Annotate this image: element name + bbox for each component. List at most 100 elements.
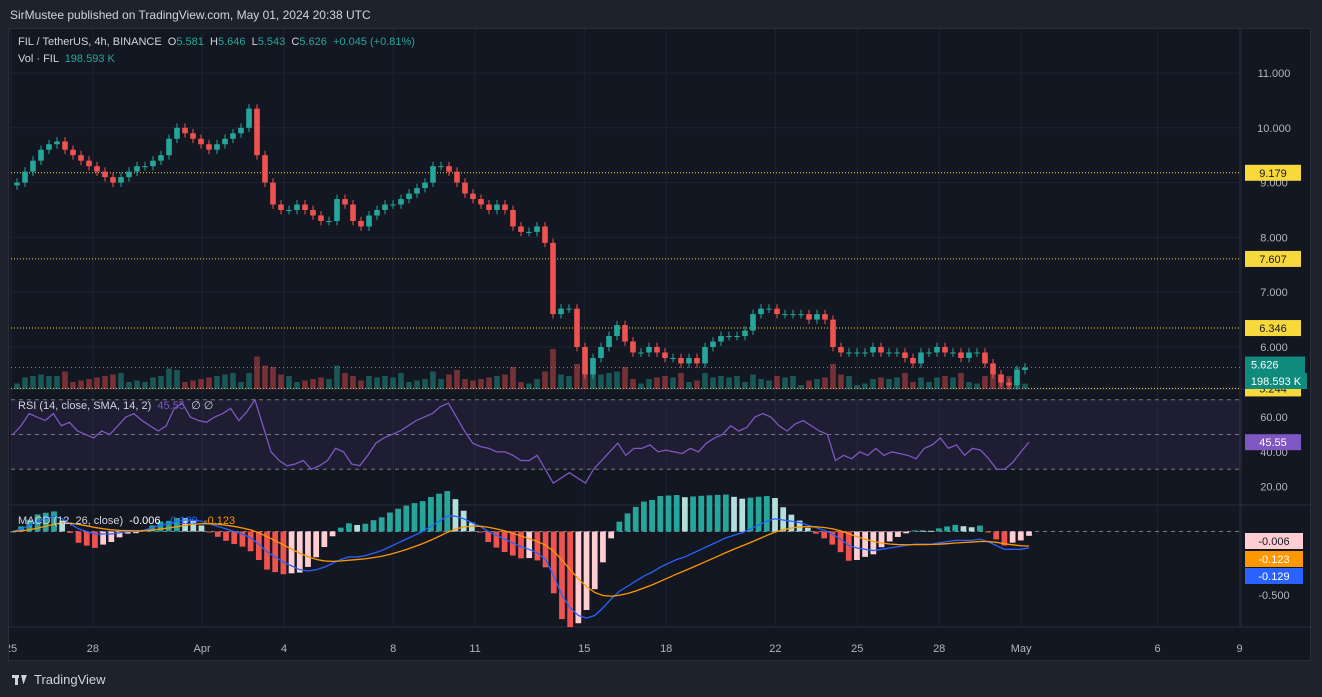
candle bbox=[726, 336, 732, 338]
volume-bar bbox=[94, 377, 100, 389]
volume-bar bbox=[1022, 383, 1028, 389]
macd-hist-bar bbox=[100, 531, 106, 545]
level-label-bg bbox=[1245, 320, 1301, 337]
macd-hist-bar bbox=[682, 497, 688, 532]
candle bbox=[102, 171, 108, 178]
volume-bar bbox=[726, 377, 732, 389]
volume-bar bbox=[790, 376, 796, 389]
volume-legend: Vol · FIL 198.593 K bbox=[18, 53, 115, 65]
rsi-label[interactable]: RSI (14, close, SMA, 14, 2) bbox=[18, 400, 152, 412]
x-tick-label: 15 bbox=[578, 643, 590, 655]
volume-bar bbox=[926, 382, 932, 389]
macd-hist-bar bbox=[583, 531, 590, 610]
volume-bar bbox=[582, 368, 588, 389]
volume-bar bbox=[534, 379, 540, 389]
macd-hist-bar bbox=[10, 531, 16, 533]
candle bbox=[942, 347, 948, 353]
volume-bar bbox=[894, 377, 900, 389]
volume-bar bbox=[446, 374, 452, 389]
rsi-axis-label: 45.55 bbox=[1259, 437, 1287, 449]
candle bbox=[590, 357, 596, 375]
candle bbox=[782, 314, 788, 316]
candle bbox=[470, 193, 476, 200]
macd-hist-bar bbox=[296, 531, 303, 573]
volume-bar bbox=[678, 373, 684, 389]
level-label-bg bbox=[1245, 250, 1301, 267]
macd-hist-axis-label: -0.006 bbox=[1258, 536, 1289, 548]
chart-canvas[interactable]: 11.00010.0009.0008.0007.0006.0002528Apr4… bbox=[9, 29, 1312, 662]
macd-hist-bar bbox=[706, 495, 713, 532]
macd-hist-bar bbox=[116, 531, 123, 538]
candle bbox=[214, 144, 220, 150]
candle bbox=[366, 215, 372, 227]
macd-hist-bar bbox=[329, 531, 336, 537]
signal-line bbox=[12, 522, 1030, 597]
candle bbox=[606, 336, 612, 347]
candle bbox=[398, 199, 404, 205]
macd-hist-bar bbox=[83, 531, 90, 546]
volume-bar bbox=[302, 380, 308, 389]
macd-tick-label: -0.500 bbox=[1258, 590, 1289, 602]
macd-hist-bar bbox=[960, 526, 967, 532]
chart-frame[interactable]: 11.00010.0009.0008.0007.0006.0002528Apr4… bbox=[8, 28, 1312, 662]
volume-bar bbox=[286, 376, 292, 389]
macd-hist-bar bbox=[264, 531, 270, 570]
rsi-tick-label: 60.00 bbox=[1260, 412, 1288, 424]
x-tick-label: 28 bbox=[933, 643, 945, 655]
candle bbox=[14, 182, 20, 186]
symbol-label[interactable]: FIL / TetherUS, 4h, BINANCE bbox=[18, 36, 162, 48]
volume-bar bbox=[638, 383, 644, 389]
candle bbox=[174, 127, 180, 139]
footer-brand[interactable]: TradingView bbox=[34, 672, 106, 687]
macd-hist-bar bbox=[952, 524, 959, 532]
candle bbox=[614, 325, 620, 337]
macd-hist-bar bbox=[1017, 531, 1024, 541]
volume-bar bbox=[598, 374, 604, 389]
volume-bar bbox=[494, 376, 500, 389]
volume-bar bbox=[470, 380, 476, 389]
volume-bar bbox=[62, 371, 68, 389]
candle bbox=[886, 352, 892, 354]
price-legend: FIL / TetherUS, 4h, BINANCE O5.581 H5.64… bbox=[18, 36, 415, 48]
price-tick-label: 10.000 bbox=[1257, 123, 1291, 135]
candle bbox=[478, 199, 484, 205]
macd-hist-bar bbox=[501, 531, 508, 552]
macd-hist-bar bbox=[255, 531, 262, 561]
volume-bar bbox=[710, 377, 716, 389]
volume-bar bbox=[142, 382, 148, 389]
macd-signal-axis-label-bg bbox=[1245, 551, 1303, 567]
x-tick-label: 25 bbox=[9, 643, 17, 655]
macd-hist-bar bbox=[632, 506, 639, 532]
macd-hist-bar bbox=[936, 528, 942, 532]
candle bbox=[710, 341, 716, 347]
candle bbox=[494, 204, 500, 210]
price-tick-label: 6.000 bbox=[1260, 342, 1288, 354]
volume-bar bbox=[942, 376, 948, 389]
rsi-tick-label: 20.00 bbox=[1260, 482, 1288, 494]
volume-bar bbox=[78, 380, 84, 389]
volume-bar bbox=[806, 380, 812, 389]
macd-hist-bar bbox=[133, 531, 139, 534]
volume-label[interactable]: Vol · FIL bbox=[18, 53, 59, 65]
candle bbox=[822, 314, 828, 320]
level-label: 9.179 bbox=[1259, 168, 1287, 180]
macd-hist-bar bbox=[370, 520, 377, 532]
macd-hist-bar bbox=[641, 501, 647, 532]
candle bbox=[134, 166, 140, 172]
macd-hist-bar bbox=[419, 501, 426, 532]
price-tick-label: 11.000 bbox=[1258, 68, 1291, 80]
volume-bar bbox=[190, 380, 196, 389]
macd-hist-bar bbox=[911, 530, 918, 532]
volume-label-bg bbox=[1245, 373, 1307, 389]
volume-bar bbox=[438, 379, 444, 389]
macd-hist-bar bbox=[321, 531, 328, 548]
level-label: 6.346 bbox=[1259, 323, 1287, 335]
macd-hist-bar bbox=[452, 499, 459, 532]
volume-bar bbox=[366, 376, 372, 389]
volume-bar bbox=[750, 374, 756, 389]
volume-bar bbox=[46, 376, 52, 389]
macd-hist-bar bbox=[108, 531, 115, 542]
volume-bar bbox=[110, 374, 116, 389]
macd-label[interactable]: MACD (12, 26, close) bbox=[18, 515, 124, 527]
macd-hist-bar bbox=[927, 530, 934, 532]
